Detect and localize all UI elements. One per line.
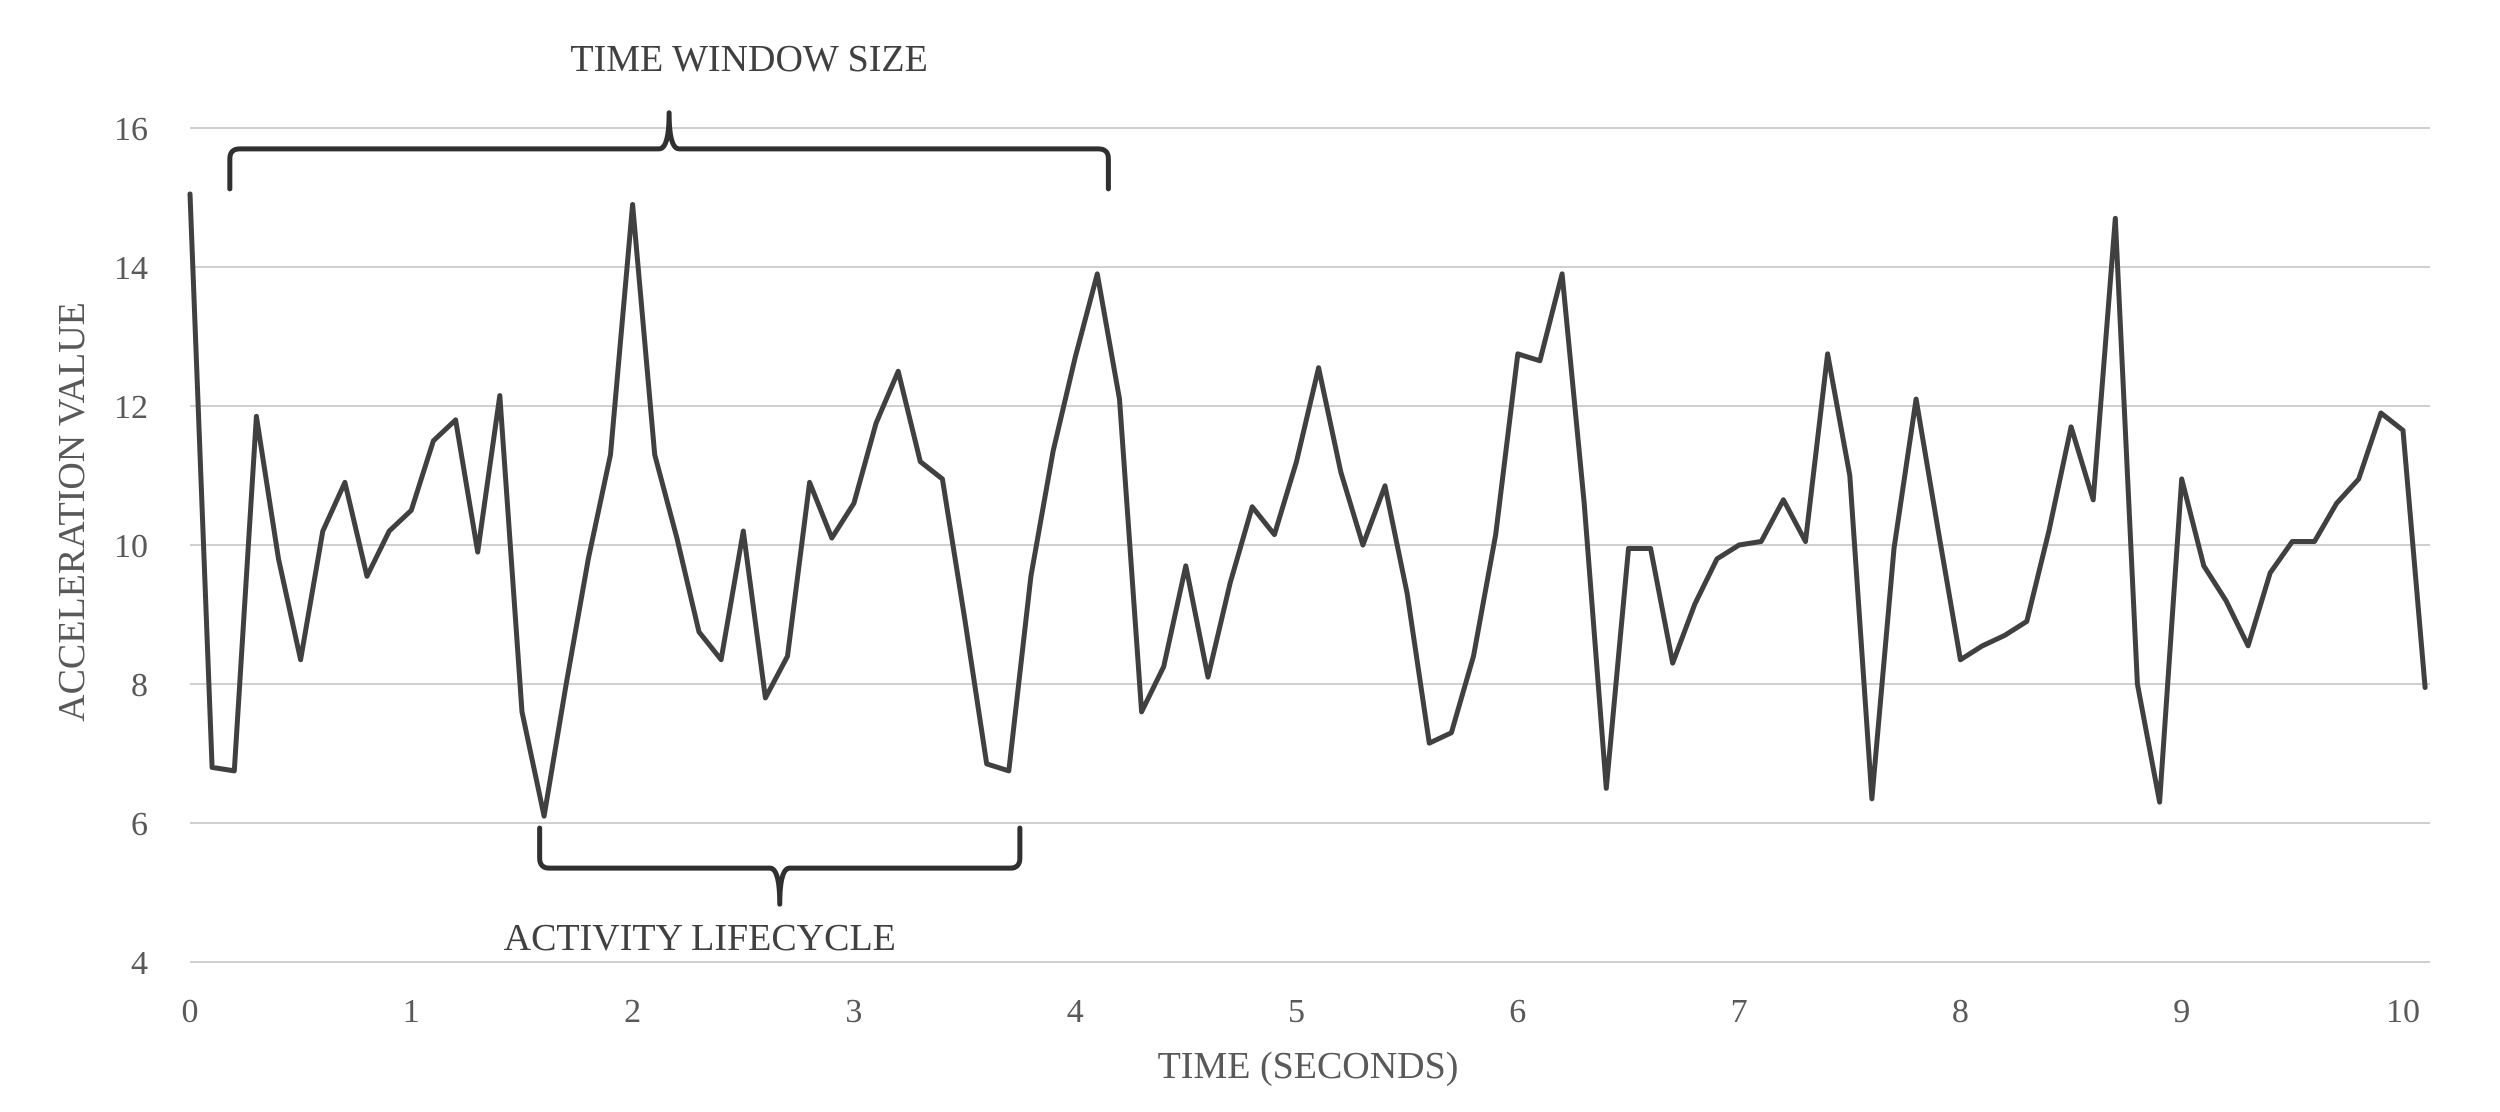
y-tick-label-12: 12 bbox=[114, 389, 148, 426]
x-tick-label-6: 6 bbox=[1509, 993, 1526, 1030]
x-tick-label-3: 3 bbox=[845, 993, 862, 1030]
y-tick-label-16: 16 bbox=[114, 111, 148, 148]
x-tick-label-0: 0 bbox=[182, 993, 199, 1030]
y-tick-label-6: 6 bbox=[131, 806, 148, 843]
x-tick-label-5: 5 bbox=[1288, 993, 1305, 1030]
series-line-0 bbox=[187, 191, 2428, 819]
annotation-label-1: ACTIVITY LIFECYCLE bbox=[504, 917, 896, 959]
annotation-brace-1 bbox=[537, 825, 1023, 907]
y-tick-label-8: 8 bbox=[131, 667, 148, 704]
gridlines bbox=[190, 127, 2430, 963]
series-lines bbox=[187, 191, 2428, 819]
x-tick-label-1: 1 bbox=[403, 993, 420, 1030]
x-axis-title: TIME (SECONDS) bbox=[1158, 1045, 1459, 1087]
y-tick-label-4: 4 bbox=[131, 945, 148, 982]
y-tick-label-14: 14 bbox=[114, 250, 148, 287]
annotations: TIME WINDOW SIZE ACTIVITY LIFECYCLE bbox=[227, 38, 1111, 959]
x-tick-label-9: 9 bbox=[2173, 993, 2190, 1030]
annotation-brace-0 bbox=[227, 110, 1111, 192]
annotation-label-0: TIME WINDOW SIZE bbox=[570, 38, 927, 80]
x-tick-label-8: 8 bbox=[1952, 993, 1969, 1030]
x-tick-label-7: 7 bbox=[1731, 993, 1748, 1030]
x-tick-label-4: 4 bbox=[1067, 993, 1084, 1030]
y-axis-title: ACCELERATION VALUE bbox=[51, 302, 93, 722]
y-tick-label-10: 10 bbox=[114, 528, 148, 565]
x-tick-label-10: 10 bbox=[2386, 993, 2420, 1030]
x-tick-label-2: 2 bbox=[624, 993, 641, 1030]
y-tick-labels: 4 6 8 10 12 14 16 bbox=[114, 111, 148, 982]
x-tick-labels: 0 1 2 3 4 5 6 7 8 9 10 bbox=[182, 993, 2421, 1030]
